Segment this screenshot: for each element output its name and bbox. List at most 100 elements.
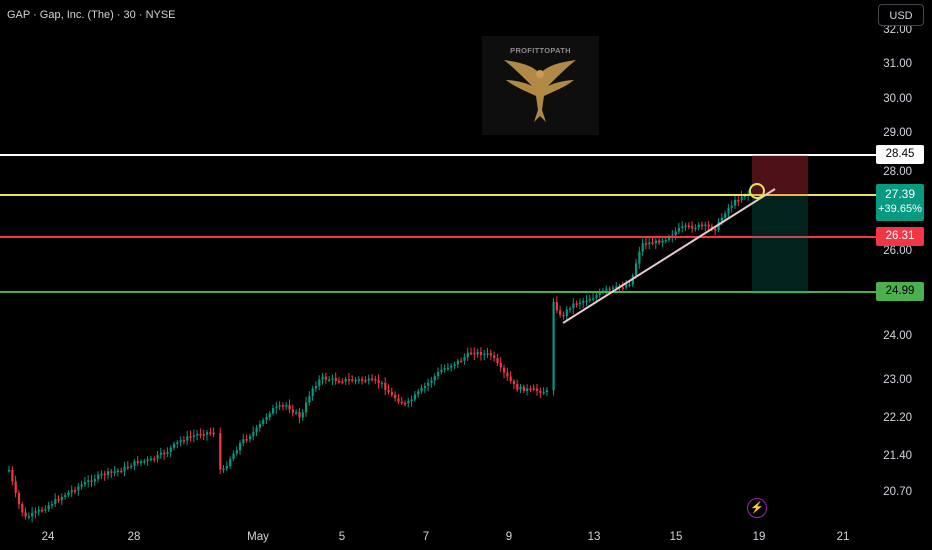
candle [143, 460, 146, 463]
candle [179, 440, 182, 443]
candle [308, 395, 311, 403]
currency-button[interactable]: USD [878, 4, 924, 26]
candle [654, 240, 657, 244]
candle [684, 225, 687, 228]
candle [239, 443, 242, 451]
candle [460, 360, 463, 363]
candle [661, 240, 664, 243]
candle [288, 405, 291, 410]
candle [27, 516, 30, 518]
candle [199, 434, 202, 436]
candle [443, 368, 446, 370]
candle [687, 225, 690, 228]
candle [176, 442, 179, 444]
candle [433, 376, 436, 381]
candle [192, 435, 195, 437]
candle [562, 314, 565, 317]
candle [588, 299, 591, 301]
symbol-title[interactable]: GAP · Gap, Inc. (The) · 30 · NYSE [7, 9, 176, 21]
candle [130, 465, 133, 468]
candle [374, 379, 377, 381]
time-tick: 28 [128, 531, 141, 543]
candle [608, 288, 611, 291]
candle [324, 376, 327, 380]
candle [714, 228, 717, 231]
candle [737, 199, 740, 202]
candle [598, 291, 601, 295]
candle [153, 458, 156, 461]
time-axis: 24 28 May 5 7 9 13 15 19 21 [42, 531, 850, 543]
candle [41, 509, 44, 512]
candle [704, 224, 707, 227]
candle [305, 402, 308, 413]
candle [321, 376, 324, 380]
candle [592, 298, 595, 300]
candle [189, 436, 192, 438]
candle [110, 471, 113, 473]
candle [219, 433, 222, 470]
candle [387, 390, 390, 393]
price-tick: 20.70 [883, 486, 912, 498]
candle [116, 470, 120, 473]
candle [209, 432, 212, 434]
candle [100, 473, 103, 476]
candle [423, 385, 426, 388]
candle [31, 512, 34, 517]
lightning-icon[interactable]: ⚡ [747, 498, 767, 518]
candle [503, 367, 506, 373]
candle [245, 439, 248, 441]
eagle-icon [504, 60, 576, 122]
candle [301, 412, 304, 418]
trendline [562, 188, 776, 324]
time-tick: May [247, 531, 269, 543]
candle [681, 226, 684, 228]
time-tick: 15 [670, 531, 683, 543]
candle [506, 372, 509, 377]
candle [489, 353, 492, 356]
candle [173, 443, 176, 448]
candle [569, 308, 572, 310]
candle [509, 376, 512, 382]
candle [311, 388, 314, 396]
candle [410, 399, 413, 402]
candle [542, 392, 545, 394]
candle [93, 479, 96, 482]
time-tick: 7 [423, 531, 429, 543]
candle [364, 380, 367, 382]
candle [87, 480, 90, 482]
candle [440, 369, 443, 373]
candle [166, 451, 169, 454]
candle [47, 505, 50, 510]
candle [314, 385, 318, 389]
candle [644, 243, 648, 245]
candle [347, 378, 351, 381]
candle [512, 381, 516, 385]
candle [67, 492, 70, 496]
candle [407, 400, 410, 404]
candle [133, 461, 136, 466]
candle [691, 225, 694, 229]
candle [354, 379, 357, 382]
price-tick: 21.40 [883, 450, 912, 462]
candle [611, 287, 615, 289]
candle [44, 509, 47, 511]
candle [74, 490, 77, 492]
candle [275, 406, 278, 409]
reward-zone [752, 195, 808, 294]
candle [638, 251, 641, 264]
candle [295, 412, 298, 414]
candle [331, 378, 334, 380]
candle [463, 357, 466, 361]
candle [453, 364, 456, 366]
candle [11, 469, 14, 482]
candle [536, 388, 539, 391]
candle [318, 379, 321, 386]
candle [430, 380, 433, 383]
candle [156, 454, 159, 459]
time-tick: 13 [588, 531, 601, 543]
candle [107, 471, 110, 476]
candle [730, 205, 733, 208]
candle [635, 263, 638, 276]
time-tick: 21 [837, 531, 850, 543]
